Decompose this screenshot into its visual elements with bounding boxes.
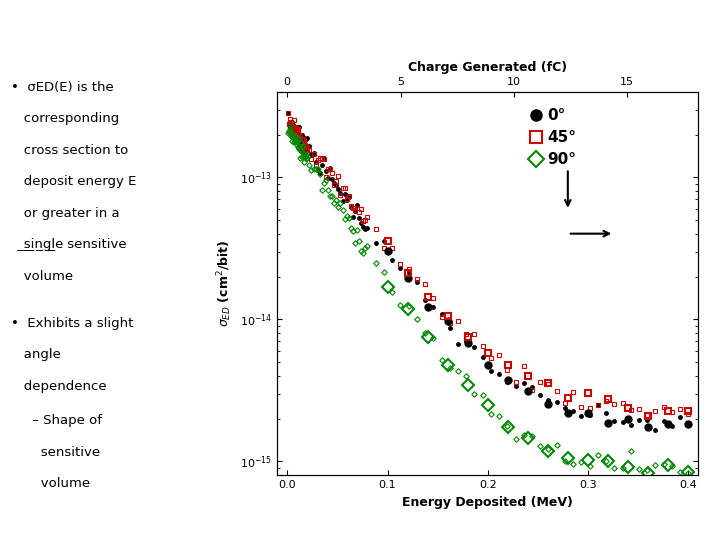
- Text: angle: angle: [11, 348, 60, 361]
- Text: – Shape of: – Shape of: [11, 414, 102, 428]
- Text: volume: volume: [11, 477, 90, 490]
- Legend: 0°, 45°, 90°: 0°, 45°, 90°: [525, 103, 582, 173]
- Text: cross section to: cross section to: [11, 144, 128, 157]
- X-axis label: Charge Generated (fC): Charge Generated (fC): [408, 62, 567, 75]
- Text: dependence: dependence: [11, 380, 107, 393]
- Text: MURI 2007: MURI 2007: [14, 516, 90, 529]
- Text: •  σED(E) is the: • σED(E) is the: [11, 80, 114, 93]
- Y-axis label: $\sigma_{ED}$ (cm$^2$/bit): $\sigma_{ED}$ (cm$^2$/bit): [216, 240, 235, 327]
- Text: ̲s̲i̲n̲g̲l̲e: ̲s̲i̲n̲g̲l̲e: [11, 238, 63, 251]
- Text: 14: 14: [681, 516, 698, 529]
- X-axis label: Energy Deposited (MeV): Energy Deposited (MeV): [402, 496, 573, 509]
- Text: deposit energy E: deposit energy E: [11, 175, 136, 188]
- Text: Single volume energy deposition: Single volume energy deposition: [13, 18, 528, 46]
- Text: or greater in a: or greater in a: [11, 207, 120, 220]
- Text: sensitive: sensitive: [63, 238, 127, 251]
- Text: sensitive: sensitive: [11, 446, 100, 459]
- Text: •  Exhibits a slight: • Exhibits a slight: [11, 317, 133, 330]
- Text: volume: volume: [11, 269, 73, 282]
- Text: corresponding: corresponding: [11, 112, 119, 125]
- Text: alan.tipton@vanderbilt.edu: alan.tipton@vanderbilt.edu: [274, 516, 446, 529]
